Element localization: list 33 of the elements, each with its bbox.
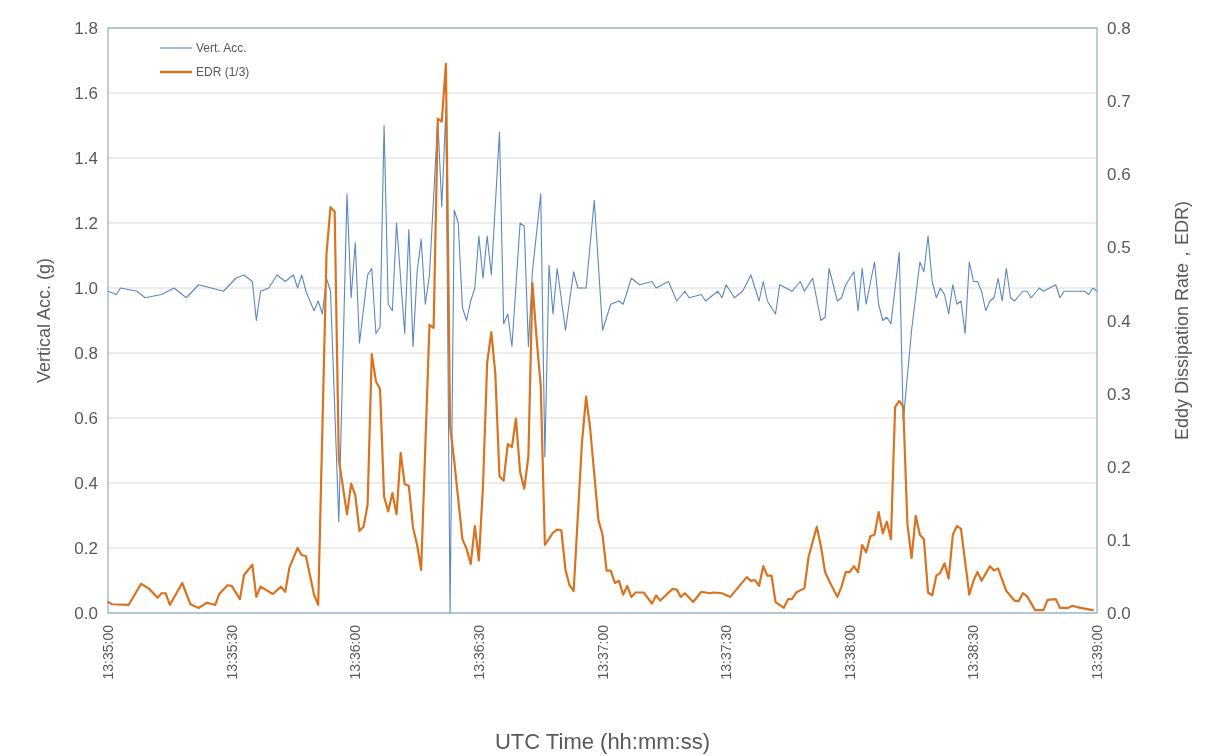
y-tick-label: 0.6 <box>74 409 98 428</box>
y2-tick-label: 0.4 <box>1107 311 1131 331</box>
y2-tick-label: 0.1 <box>1107 530 1131 550</box>
legend-label: Vert. Acc. <box>196 41 247 55</box>
y2-axis-title: Eddy Dissipation Rate，EDR) <box>1172 200 1192 441</box>
y-tick-label: 0.0 <box>74 604 98 623</box>
y2-tick-label: 0.5 <box>1107 238 1131 258</box>
y-tick-label: 1.2 <box>74 214 98 233</box>
x-tick-label: 13:39:00 <box>1089 624 1105 680</box>
x-tick-label: 13:35:30 <box>223 624 240 680</box>
x-axis-title: UTC Time (hh:mm:ss) <box>494 729 711 754</box>
x-tick-label: 13:37:30 <box>718 624 735 680</box>
y-tick-label: 0.2 <box>74 539 98 558</box>
y-axis-title: Vertical Acc. (g) <box>34 257 54 384</box>
y-tick-label: 1.0 <box>74 279 98 298</box>
y2-tick-label: 0.3 <box>1107 384 1131 404</box>
y-tick-label: 1.8 <box>74 19 98 38</box>
y2-tick-label: 0.2 <box>1107 457 1131 477</box>
y2-tick-label: 0.8 <box>1107 19 1131 38</box>
y-tick-label: 0.8 <box>74 344 98 363</box>
y2-tick-label: 0.6 <box>1107 165 1131 185</box>
x-tick-label: 13:37:00 <box>594 624 611 680</box>
x-tick-label: 13:38:00 <box>841 624 858 680</box>
x-tick-label: 13:38:30 <box>965 624 982 680</box>
y-tick-label: 0.4 <box>74 474 98 493</box>
y2-tick-label: 0.0 <box>1107 604 1131 623</box>
x-tick-label: 13:36:00 <box>347 624 364 680</box>
y-tick-label: 1.4 <box>74 149 98 168</box>
y-tick-label: 1.6 <box>74 84 98 103</box>
legend-label: EDR (1/3) <box>196 65 250 79</box>
x-tick-label: 13:35:00 <box>100 624 116 680</box>
y2-tick-label: 0.7 <box>1107 92 1131 112</box>
x-tick-label: 13:36:30 <box>470 624 487 680</box>
